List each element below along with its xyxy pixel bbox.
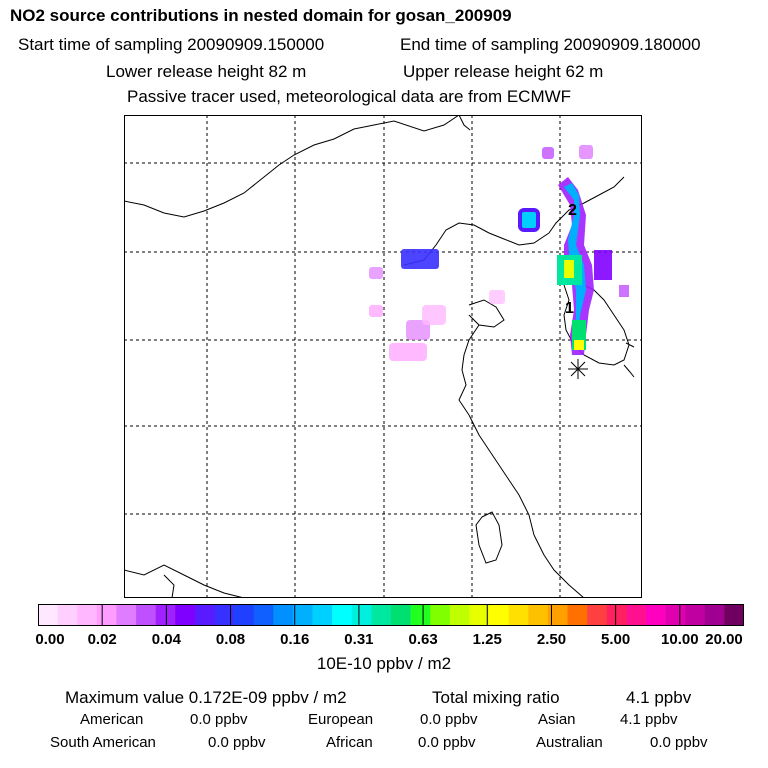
colorbar-cell [136,604,156,626]
colorbar-cell [587,604,608,626]
colorbar-cell [77,604,98,626]
colorbar-cell [96,604,117,626]
lower-release-height-label: Lower release height 82 m [106,62,307,81]
colorbar-cell [273,604,294,626]
colorbar-tick-label: 0.31 [344,631,374,648]
african-value: 0.0 ppbv [418,734,476,751]
lat-lon-grid [124,115,642,598]
marker-2: 2 [568,202,577,219]
colorbar-cell [704,604,725,626]
colorbar-cell [626,604,647,626]
colorbar-cell [155,604,176,626]
asian-label: Asian [538,711,576,728]
european-value: 0.0 ppbv [420,711,478,728]
south-american-label: South American [50,734,156,751]
colorbar-tick-label: 0.00 [35,631,65,648]
colorbar-cell [175,604,196,626]
source-markers: 2 1 [565,202,577,317]
australian-value: 0.0 ppbv [650,734,708,751]
colorbar-cell [194,604,215,626]
start-time-label: Start time of sampling 20090909.150000 [18,35,325,54]
colorbar-tick-label: 0.63 [408,631,438,648]
colorbar-cell [665,604,686,626]
colorbar-cell [371,604,392,626]
colorbar-cell [469,604,490,626]
colorbar-cell [253,604,274,626]
colorbar-cell [724,604,744,626]
colorbar-tick-label: 5.00 [601,631,631,648]
colorbar-cell [508,604,529,626]
south-american-value: 0.0 ppbv [208,734,266,751]
colorbar-tick-label: 0.08 [215,631,246,648]
colorbar-cell [332,604,353,626]
colorbar-tick-label: 1.25 [472,631,502,648]
colorbar-cell [430,604,451,626]
colorbar-cell [410,604,431,626]
tracer-note: Passive tracer used, meteorological data… [127,87,572,106]
colorbar-tick-label: 2.50 [536,631,567,648]
colorbar-cell [292,604,313,626]
colorbar-cell [449,604,470,626]
colorbar-tick-label: 20.00 [705,631,743,648]
total-mixing-label: Total mixing ratio [432,688,560,707]
marker-1: 1 [565,300,574,317]
colorbar-cell [116,604,137,626]
colorbar [38,604,744,626]
colorbar-tick-label: 0.02 [87,631,117,648]
colorbar-cell [685,604,706,626]
colorbar-unit: 10E-10 ppbv / m2 [316,654,452,673]
australian-label: Australian [536,734,603,751]
map-frame [124,115,642,598]
colorbar-cell [214,604,235,626]
colorbar-tick-label: 0.16 [280,631,310,648]
colorbar-cell [57,604,78,626]
colorbar-cell [234,604,255,626]
colorbar-cell [645,604,666,626]
map-panel: 2 1 [124,115,642,598]
colorbar-cell [351,604,372,626]
total-mixing-value: 4.1 ppbv [626,688,692,707]
african-label: African [326,734,373,751]
colorbar-cell [489,604,509,626]
american-label: American [80,711,144,728]
colorbar-cell [391,604,411,626]
colorbar-cell [606,604,627,626]
upper-release-height-label: Upper release height 62 m [403,62,604,81]
colorbar-cell [547,604,568,626]
asian-value: 4.1 ppbv [620,711,678,728]
map-title: NO2 source contributions in nested domai… [10,6,512,25]
colorbar-cell [312,604,333,626]
european-label: European [308,711,374,728]
american-value: 0.0 ppbv [190,711,248,728]
coastlines [124,115,635,598]
max-value: Maximum value 0.172E-09 ppbv / m2 [65,688,347,707]
plume-cells [369,145,629,361]
end-time-label: End time of sampling 20090909.180000 [400,35,701,54]
colorbar-cell [38,604,58,626]
colorbar-cell [528,604,549,626]
colorbar-tick-label: 0.04 [151,631,181,648]
asterisk-receptor-icon [568,359,588,379]
colorbar-cell [567,604,588,626]
colorbar-tick-label: 10.00 [661,631,699,648]
